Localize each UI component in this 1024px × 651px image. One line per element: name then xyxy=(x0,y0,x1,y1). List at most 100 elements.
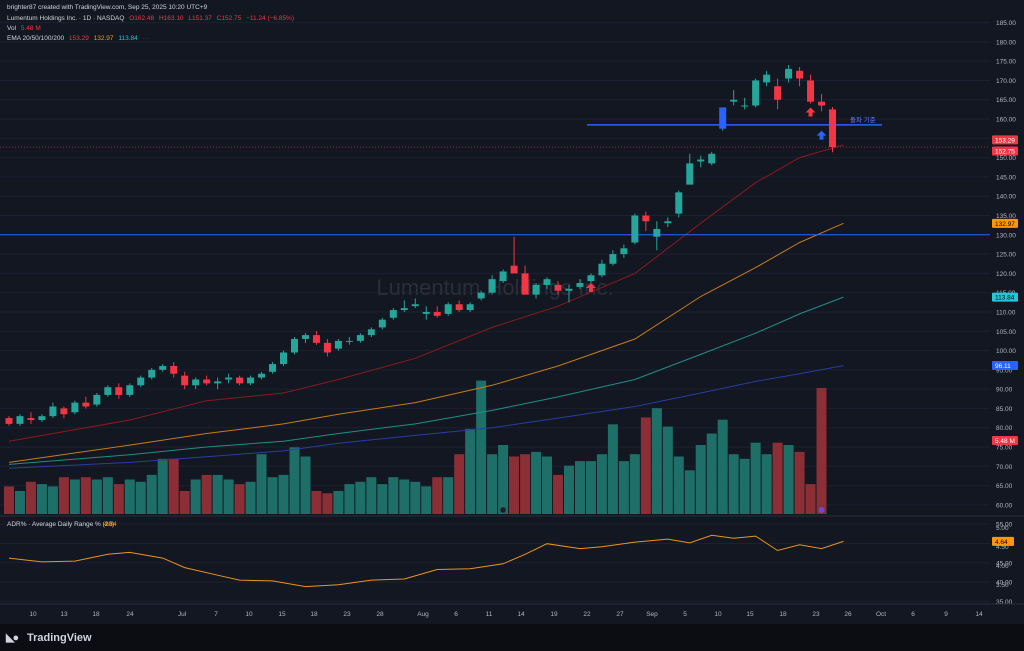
candle-body xyxy=(455,304,463,311)
price-tick-label: 180.00 xyxy=(996,39,1016,46)
date-tick-label: 18 xyxy=(779,611,787,618)
candle-body xyxy=(675,192,683,214)
volume-bar xyxy=(772,442,783,514)
price-tag xyxy=(992,292,1018,302)
ema50-value: 132.97 xyxy=(93,35,114,42)
candle-body xyxy=(60,408,68,415)
candle-body xyxy=(290,338,298,353)
candle-body xyxy=(38,416,46,421)
volume-bar xyxy=(563,465,574,514)
price-tick-label: 170.00 xyxy=(996,78,1016,85)
signal-arrow-up-icon xyxy=(816,130,827,140)
tradingview-logo[interactable]: ◣● TradingView xyxy=(6,631,92,644)
volume-legend[interactable]: Vol 5.48 M xyxy=(7,24,44,33)
candle-body xyxy=(829,109,836,148)
volume-bar xyxy=(267,477,278,514)
candle-body xyxy=(334,340,342,349)
candle-body xyxy=(554,284,562,291)
price-tick-label: 165.00 xyxy=(996,97,1016,104)
ema-line-ema20 xyxy=(8,144,844,442)
adr-line xyxy=(8,534,844,588)
candle-body xyxy=(148,369,156,378)
volume-bar xyxy=(47,486,58,514)
volume-bar xyxy=(366,477,377,514)
symbol-legend[interactable]: Lumentum Holdings Inc. · 1D · NASDAQ O16… xyxy=(7,14,297,23)
volume-bar xyxy=(761,454,772,514)
volume-bar xyxy=(146,474,157,514)
price-tick-label: 85.00 xyxy=(996,406,1013,413)
candle-body xyxy=(521,273,529,295)
candle-body xyxy=(488,279,496,293)
date-tick-label: 9 xyxy=(944,611,948,618)
ohlc-low: L151.37 xyxy=(188,15,212,22)
price-tick-label: 130.00 xyxy=(996,232,1016,239)
volume-bar xyxy=(520,454,531,514)
volume-bar xyxy=(640,417,651,514)
volume-bar xyxy=(750,442,761,514)
tradingview-mark-icon: ◣● xyxy=(6,632,19,644)
candle-body xyxy=(115,387,123,395)
volume-bar xyxy=(618,461,629,514)
candle-body xyxy=(5,418,13,424)
price-tick-label: 80.00 xyxy=(996,425,1013,432)
date-tick-label: 26 xyxy=(844,611,852,618)
price-tag-label: 152.75 xyxy=(995,149,1015,156)
volume-bar xyxy=(344,484,355,514)
volume-bar xyxy=(783,445,794,514)
date-tick-label: 15 xyxy=(746,611,754,618)
price-tick-label: 120.00 xyxy=(996,271,1016,278)
ohlc-open: O162.48 xyxy=(129,15,155,22)
price-tick-label: 175.00 xyxy=(996,59,1016,66)
price-tick-label: 40.00 xyxy=(996,580,1013,587)
price-tick-label: 145.00 xyxy=(996,174,1016,181)
volume-bar xyxy=(509,456,520,514)
price-tag xyxy=(992,135,1018,145)
ema-legend[interactable]: EMA 20/50/100/200 153.29 132.97 113.84 ·… xyxy=(7,34,152,43)
volume-bar xyxy=(629,454,640,514)
candle-body xyxy=(400,308,408,311)
date-tick-label: Jul xyxy=(178,611,187,618)
candle-body xyxy=(203,379,211,384)
volume-bar xyxy=(135,481,146,514)
candle-body xyxy=(137,377,145,386)
price-tick-label: 140.00 xyxy=(996,194,1016,201)
brand-text: TradingView xyxy=(27,632,92,644)
date-tick-label: 6 xyxy=(911,611,915,618)
volume-bar xyxy=(816,387,827,514)
volume-bar xyxy=(684,470,695,514)
candle-body xyxy=(466,304,474,311)
candle-body xyxy=(620,248,628,255)
price-tick-label: 125.00 xyxy=(996,252,1016,259)
volume-bar xyxy=(465,428,476,514)
candle-body xyxy=(642,215,650,222)
price-tick-label: 105.00 xyxy=(996,329,1016,336)
volume-bar xyxy=(399,479,410,514)
volume-bar xyxy=(695,445,706,514)
date-tick-label: 18 xyxy=(310,611,318,618)
price-tick-label: 90.00 xyxy=(996,387,1013,394)
date-tick-label: 22 xyxy=(583,611,591,618)
volume-bar xyxy=(651,408,662,514)
candle-body xyxy=(247,377,255,384)
date-tick-label: 6 xyxy=(454,611,458,618)
ema20-value: 153.29 xyxy=(68,35,89,42)
volume-bar xyxy=(80,477,91,514)
ohlc-close: C152.75 xyxy=(216,15,242,22)
volume-bar xyxy=(542,456,553,514)
price-tag-label: 153.29 xyxy=(995,137,1015,144)
candle-body xyxy=(170,365,178,374)
candle-body xyxy=(785,68,793,79)
price-tag xyxy=(992,218,1018,228)
date-tick-label: 15 xyxy=(278,611,286,618)
candle-body xyxy=(576,283,584,287)
price-tick-label: 60.00 xyxy=(996,502,1013,509)
volume-bar xyxy=(706,433,717,514)
candle-body xyxy=(741,105,749,107)
volume-bar xyxy=(794,451,805,514)
chart-canvas[interactable]: Lumentum Holdings Inc.돌파 기준185.00180.001… xyxy=(0,0,1024,624)
volume-bar xyxy=(256,454,267,514)
volume-bar xyxy=(179,491,190,514)
price-tick-label: 35.00 xyxy=(996,599,1013,606)
price-tick-label: 100.00 xyxy=(996,348,1016,355)
volume-bar xyxy=(476,380,487,514)
